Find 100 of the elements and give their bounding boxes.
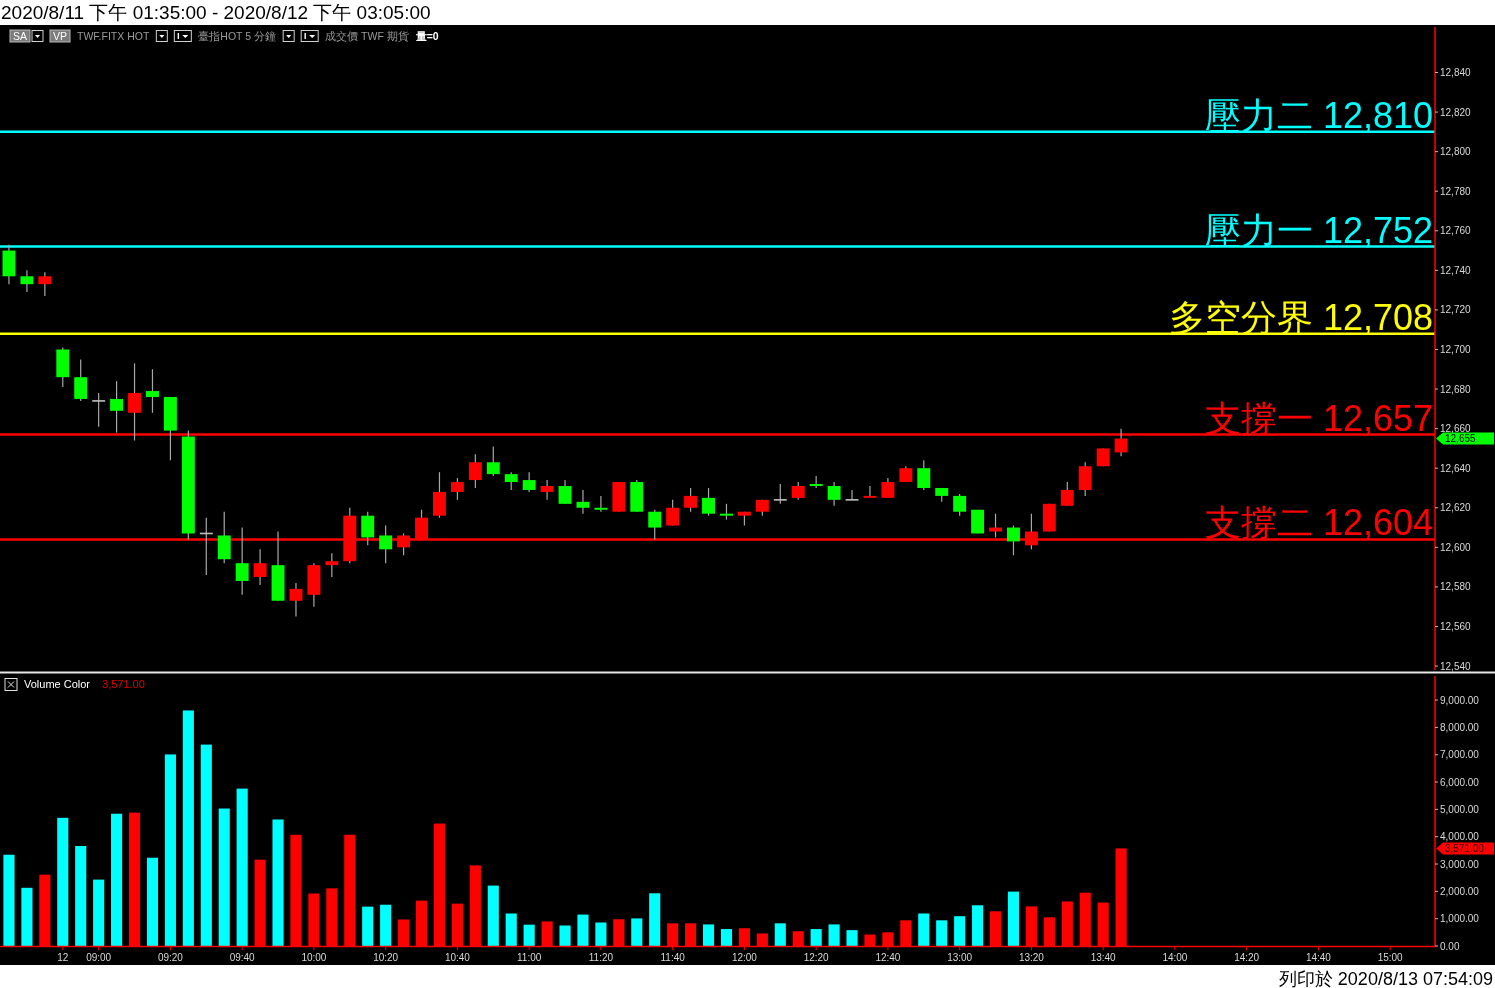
y-tick-label: 12,720	[1440, 304, 1472, 316]
y-tick-label: 12,840	[1440, 67, 1472, 78]
candlestick	[1007, 524, 1020, 556]
bar	[218, 808, 230, 946]
bar	[954, 916, 966, 946]
y-tick-label: 12,660	[1440, 423, 1472, 435]
x-tick-label: 12:00	[731, 952, 758, 963]
chart-title: Volume Color	[24, 678, 91, 690]
bar	[93, 879, 105, 946]
y-tick-label: 7,000.00	[1440, 749, 1480, 761]
candlestick	[38, 271, 52, 297]
candlestick	[235, 526, 249, 596]
x-tick-label: 09:20	[157, 952, 184, 963]
bar	[631, 918, 643, 946]
candlestick	[110, 380, 124, 434]
candlestick	[844, 489, 860, 501]
text: 3,571.00	[1445, 843, 1485, 855]
candlestick	[325, 552, 339, 578]
x-tick-label: 12:40	[875, 952, 901, 963]
candlestick	[433, 471, 446, 519]
candlestick	[917, 459, 931, 491]
chart-subtitle: 3,571.00	[102, 678, 145, 690]
candlestick	[863, 485, 877, 499]
y-tick-label: 0.00	[1440, 940, 1460, 952]
x-tick-label: 13:40	[1090, 952, 1117, 963]
x-tick-label: 10:20	[373, 952, 399, 963]
bar	[972, 905, 984, 946]
y-tick-label: 8,000.00	[1440, 721, 1480, 733]
bar	[487, 885, 499, 946]
candlestick	[91, 392, 106, 428]
candlestick	[648, 509, 662, 541]
bar	[774, 923, 786, 946]
x-tick-label: 11:40	[660, 952, 686, 963]
bar	[182, 710, 194, 946]
candlestick	[522, 471, 536, 493]
bar	[146, 857, 159, 946]
y-tick-label: 12,600	[1440, 541, 1472, 553]
candlestick	[827, 481, 841, 507]
y-tick-label: 12,680	[1440, 383, 1472, 395]
y-tick-label: 9,000.00	[1440, 694, 1480, 706]
y-tick-label: 12,740	[1440, 264, 1472, 276]
candlestick	[289, 582, 303, 618]
bar	[810, 929, 822, 946]
ref-line-label: 壓力一 12,752	[1204, 209, 1433, 251]
ref-line-label: 壓力二 12,810	[1204, 94, 1433, 136]
bar	[57, 817, 69, 946]
y-tick-label: 12,820	[1440, 106, 1472, 118]
bar	[3, 854, 15, 946]
bar	[21, 887, 33, 946]
candlestick	[486, 445, 500, 477]
candlestick	[1078, 461, 1092, 497]
text: SA VP TWF.FITX HOT 臺指HOT 5 分鐘 成交價 TWF 期貨 量=0	[13, 30, 439, 42]
candlestick	[146, 368, 159, 414]
bar	[702, 924, 715, 946]
bar	[164, 754, 176, 946]
ref-line-label: 多空分界 12,708	[1168, 296, 1433, 338]
y-tick-label: 12,640	[1440, 462, 1472, 474]
bar	[577, 914, 589, 946]
x-tick-label: 12:20	[803, 952, 830, 963]
x-tick-label: 13:00	[947, 952, 973, 963]
candlestick	[253, 548, 267, 586]
candlestick	[74, 358, 88, 402]
bar	[828, 924, 840, 946]
y-tick-label: 12,620	[1440, 502, 1472, 514]
bar	[1007, 891, 1020, 946]
x-tick-label: 10:00	[301, 952, 327, 963]
y-tick-label: 12,800	[1440, 146, 1472, 158]
x-tick-label: 12	[57, 952, 69, 963]
y-tick-label: 12,700	[1440, 343, 1472, 355]
candlestick	[576, 489, 590, 515]
bar	[649, 893, 661, 946]
candlestick	[361, 511, 375, 546]
bar	[918, 913, 930, 946]
bar	[111, 813, 123, 946]
y-tick-label: 5,000.00	[1440, 803, 1480, 815]
bar	[272, 819, 284, 946]
candlestick	[773, 483, 788, 505]
candlestick	[953, 493, 967, 517]
y-tick-label: 12,540	[1440, 660, 1472, 672]
x-tick-label: 14:00	[1162, 952, 1188, 963]
y-tick-label: 12,760	[1440, 225, 1472, 237]
bar	[380, 904, 392, 946]
bar	[720, 929, 733, 946]
y-tick-label: 12,560	[1440, 620, 1472, 632]
candlestick	[450, 477, 464, 501]
candlestick	[468, 453, 482, 489]
y-tick-label: 12,580	[1440, 581, 1472, 593]
y-tick-label: 4,000.00	[1440, 831, 1480, 843]
x-tick-label: 11:20	[588, 952, 614, 963]
x-tick-label: 14:40	[1305, 952, 1332, 963]
bar	[936, 920, 948, 946]
x-tick-label: 09:00	[86, 952, 112, 963]
ref-line-label: 支撐一 12,657	[1204, 397, 1433, 439]
bar	[75, 845, 87, 946]
candlestick	[217, 511, 231, 564]
y-tick-label: 6,000.00	[1440, 776, 1480, 788]
y-tick-label: 12,780	[1440, 185, 1472, 197]
candlestick	[1060, 481, 1074, 507]
candlestick	[379, 524, 393, 564]
y-tick-label: 2,000.00	[1440, 885, 1480, 897]
